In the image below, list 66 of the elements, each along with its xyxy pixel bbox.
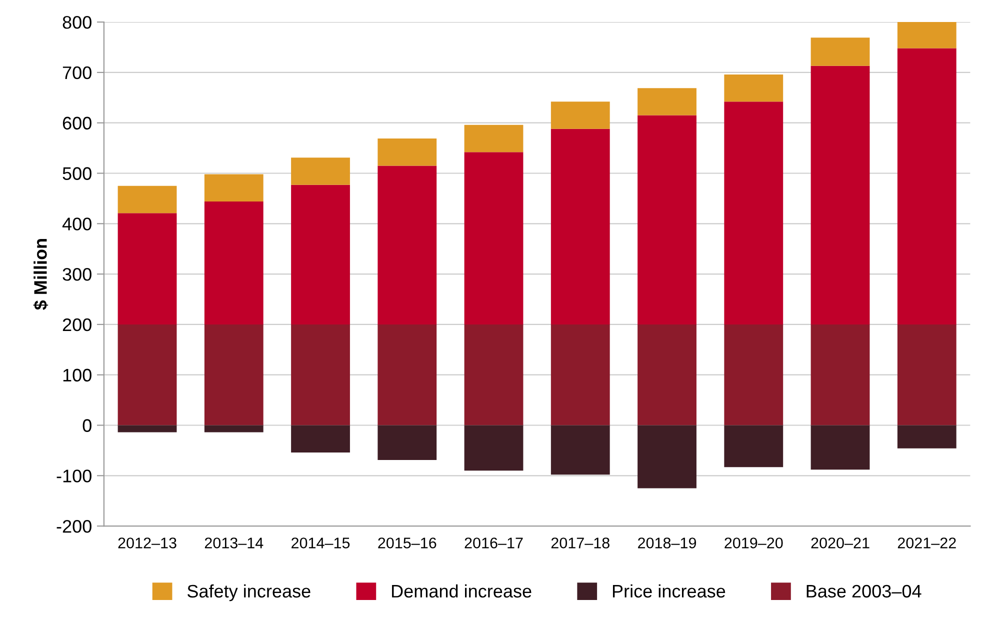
bar — [897, 48, 956, 324]
bar — [897, 324, 956, 426]
bar — [204, 174, 264, 202]
x-tick-label: 2014–15 — [292, 538, 350, 548]
bar — [118, 186, 177, 214]
bar — [464, 124, 524, 152]
bar — [810, 324, 870, 426]
x-tick-label: 2017–18 — [551, 538, 610, 548]
y-tick-label: 500 — [62, 167, 92, 180]
bar — [810, 425, 870, 470]
legend-label: Demand increase — [392, 584, 532, 598]
bar — [291, 425, 350, 452]
x-tick-label: 2021–22 — [898, 538, 956, 548]
legend-label: Base 2003–04 — [806, 584, 922, 598]
y-tick-label: 400 — [62, 218, 92, 230]
bar — [550, 128, 610, 324]
y-tick-label: 200 — [62, 318, 92, 332]
bar — [724, 425, 784, 468]
bar — [724, 324, 784, 426]
y-axis-title: $ Million — [33, 239, 48, 310]
bar — [464, 425, 524, 471]
legend-label: Price increase — [612, 584, 726, 598]
legend-label: Safety increase — [187, 584, 310, 602]
bar — [204, 201, 264, 324]
y-tick-label: 100 — [63, 368, 92, 382]
y-tick-label: -100 — [56, 470, 92, 482]
bar — [204, 324, 264, 426]
y-tick-label: 0 — [82, 419, 92, 432]
bar — [550, 324, 610, 426]
bar — [464, 324, 524, 426]
bar — [897, 425, 956, 448]
bar — [810, 66, 870, 324]
x-tick-label: 2018–19 — [638, 538, 696, 548]
x-tick-label: 2013–14 — [204, 538, 264, 548]
y-tick-label: 700 — [62, 66, 92, 80]
bar — [638, 115, 696, 324]
y-tick-label: -200 — [56, 520, 92, 533]
x-tick-label: 2015–16 — [378, 538, 436, 548]
bar — [204, 425, 264, 432]
y-tick-label: 800 — [62, 16, 92, 29]
bar — [291, 184, 350, 324]
x-tick-label: 2016–17 — [464, 538, 523, 548]
x-tick-label: 2019–20 — [724, 538, 783, 548]
bar — [810, 38, 870, 66]
bar — [897, 22, 956, 48]
bar — [550, 425, 610, 475]
bar — [724, 102, 784, 324]
bar — [550, 102, 610, 129]
bar — [118, 425, 177, 432]
bar — [638, 88, 696, 116]
bar — [291, 158, 350, 185]
x-tick-label: 2012–13 — [118, 538, 176, 548]
bar — [118, 324, 177, 426]
bar — [378, 138, 437, 166]
bar — [638, 324, 696, 426]
x-tick-label: 2020–21 — [811, 538, 870, 548]
bar — [378, 425, 437, 460]
y-tick-label: 600 — [62, 116, 92, 130]
bar — [118, 213, 177, 324]
bar — [291, 324, 350, 426]
bar — [378, 324, 437, 426]
bar — [464, 152, 524, 324]
y-tick-label: 300 — [62, 268, 92, 281]
bar — [638, 425, 696, 488]
bar — [724, 74, 784, 102]
bar — [378, 166, 437, 324]
